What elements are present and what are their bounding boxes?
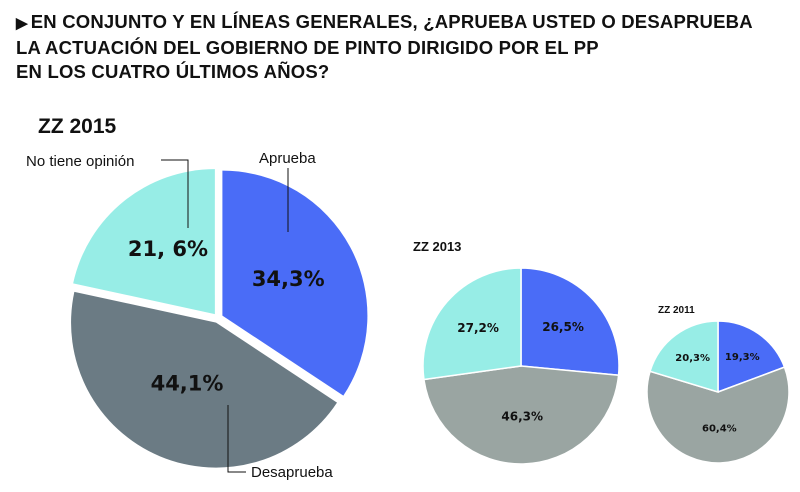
pie-title: ZZ 2011 xyxy=(658,305,695,316)
heading-line-1: ▶ EN CONJUNTO Y EN LÍNEAS GENERALES, ¿APR… xyxy=(16,10,786,36)
slice-label-aprueba: 19,3% xyxy=(725,352,760,363)
slice-desaprueba xyxy=(423,365,620,465)
callout-line-desaprueba xyxy=(227,405,246,473)
heading-text-1: EN CONJUNTO Y EN LÍNEAS GENERALES, ¿APRU… xyxy=(30,11,753,32)
slice-label-aprueba: 26,5% xyxy=(542,320,584,334)
slice-no-opinion xyxy=(649,320,719,394)
slice-label-no-opinion: 20,3% xyxy=(675,353,710,364)
slice-label-aprueba: 34,3% xyxy=(252,267,325,291)
slice-no-opinion xyxy=(422,267,522,381)
slice-label-no-opinion: 21, 6% xyxy=(128,237,208,261)
slice-desaprueba xyxy=(71,291,337,468)
chart-heading: ▶ EN CONJUNTO Y EN LÍNEAS GENERALES, ¿APR… xyxy=(16,10,786,84)
callout-line-no-opinion xyxy=(161,159,189,228)
pie-chart-1: ZZ 2015 34,3% 44,1% 21, 6% Aprueba Desaprueba… xyxy=(26,115,368,481)
triangle-bullet-icon: ▶ xyxy=(16,15,28,32)
slice-no-opinion xyxy=(73,169,215,315)
pie-chart-3: ZZ 2011 19,3% 60,4% 20,3% xyxy=(646,305,790,464)
slice-label-desaprueba: 60,4% xyxy=(702,424,737,435)
slice-aprueba xyxy=(222,170,368,396)
pie-title: ZZ 2015 xyxy=(38,115,117,138)
slice-label-desaprueba: 46,3% xyxy=(501,409,543,423)
slice-aprueba xyxy=(520,267,620,377)
callout-aprueba: Aprueba xyxy=(259,150,316,167)
slice-label-no-opinion: 27,2% xyxy=(457,321,499,335)
callout-no-opinion: No tiene opinión xyxy=(26,153,134,170)
slice-aprueba xyxy=(717,320,786,394)
slice-label-desaprueba: 44,1% xyxy=(151,371,224,395)
slice-desaprueba xyxy=(646,366,790,464)
pie-chart-2: ZZ 2013 26,5% 46,3% 27,2% xyxy=(413,239,620,465)
heading-line-2: LA ACTUACIÓN DEL GOBIERNO DE PINTO DIRIG… xyxy=(16,37,599,58)
pie-title: ZZ 2013 xyxy=(413,239,461,254)
callout-desaprueba: Desaprueba xyxy=(251,464,333,481)
heading-line-3: EN LOS CUATRO ÚLTIMOS AÑOS? xyxy=(16,61,330,82)
